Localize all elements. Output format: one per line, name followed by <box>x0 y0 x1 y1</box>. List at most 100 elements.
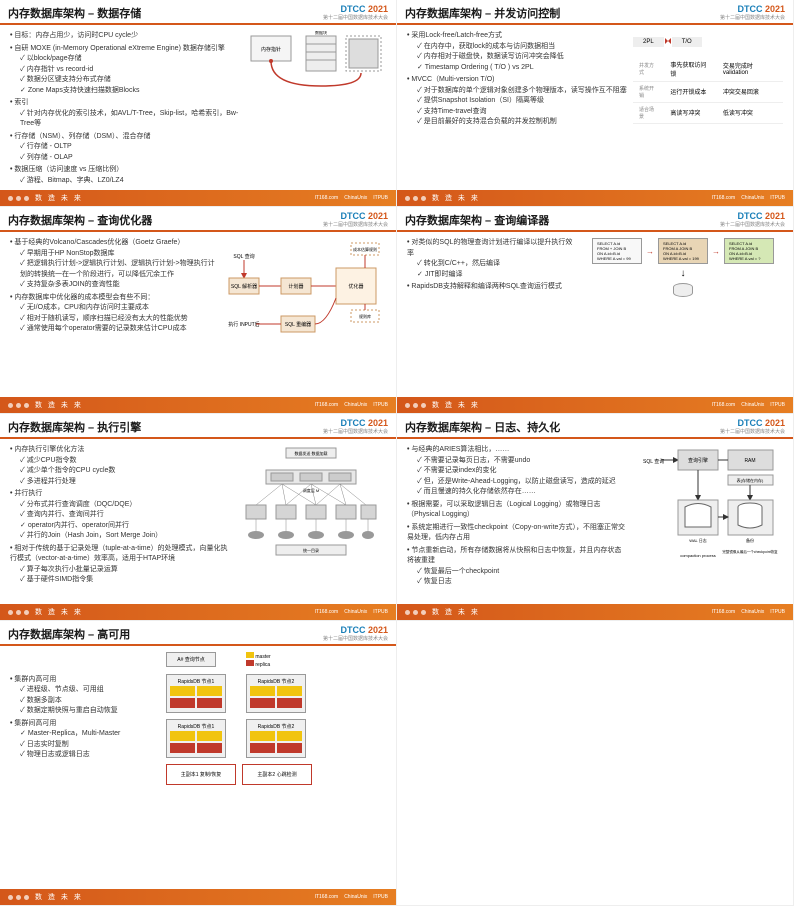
bullet: 自研 MOXE (in-Memory Operational eXtreme E… <box>14 45 224 52</box>
sub-bullet: 日志实时复制 <box>20 740 160 751</box>
svg-text:规则库: 规则库 <box>359 313 371 319</box>
sub-bullet: 支持Time-travel查询 <box>417 107 627 118</box>
sub-bullet: Master-Replica，Multi-Master <box>20 729 160 740</box>
sub-bullet: Timestamp Ordering ( T/O ) vs 2PL <box>417 63 627 74</box>
comparison-table: 并发方式事先获取访问锁交易完成时validation 系统开销运行开锁成本冲突交… <box>633 57 783 124</box>
cell: 冲突交易回滚 <box>717 81 783 102</box>
sub-bullet: JIT即时编译 <box>417 270 577 281</box>
svg-text:调度层 M: 调度层 M <box>303 487 319 493</box>
sub-bullet: 而且慢速的持久化存储依然存在…… <box>417 487 627 498</box>
slide-footer: 数 造 未 来 IT168.comChinaUnixITPUB <box>0 889 396 905</box>
cell: 事先获取访问锁 <box>664 57 717 82</box>
bullet: 数据压缩（访问速度 vs 压缩比例） <box>14 166 123 173</box>
slide-logging: 内存数据库架构 – 日志、持久化 DTCC 2021第十二届中国数据库技术大会 … <box>397 414 794 621</box>
cell: 低读写冲突 <box>717 102 783 123</box>
ha-diagram: A# 查询节点 master replica RapidsDB 节点1 Rapi… <box>166 652 386 785</box>
logo-sub: 第十二届中国数据库技术大会 <box>323 14 388 21</box>
slide-title: 内存数据库架构 – 数据存储 <box>8 5 141 21</box>
cylinder-icon <box>673 283 693 297</box>
execution-diagram: 数据发送 数据加载 调度层 M <box>236 445 386 588</box>
legend-replica: replica <box>255 662 270 668</box>
bullet-list: 集群内高可用 进程级、节点级、可用组 数据多副本 数据定期快照与重启自动恢复 集… <box>10 675 160 763</box>
bullet: 采用Lock-free/Latch-free方式 <box>411 32 502 39</box>
sub-bullet: 数据多副本 <box>20 696 160 707</box>
svg-text:数据发送 数据加载: 数据发送 数据加载 <box>294 450 327 456</box>
svg-text:计划器: 计划器 <box>288 283 303 290</box>
sub-bullet: 通常使用每个operator需要的记录数来估计CPU成本 <box>20 324 220 335</box>
svg-text:查询引擎: 查询引擎 <box>688 457 708 464</box>
slide-title: 内存数据库架构 – 查询编译器 <box>405 212 549 228</box>
sub-bullet: 查询内并行、查询间并行 <box>20 510 230 521</box>
sub-bullet: 把逻辑执行计划->逻辑执行计划、逻辑执行计划->物理执行计划的转换统一在一个阶段… <box>20 259 220 280</box>
brand: ChinaUnix <box>344 195 367 201</box>
sub-bullet: 以block/page存储 <box>20 54 240 65</box>
bullet: MVCC（Multi-version T/O) <box>411 76 494 83</box>
sub-bullet: 列存储 - OLAP <box>20 153 240 164</box>
dtcc-logo: DTCC 2021 第十二届中国数据库技术大会 <box>720 4 785 21</box>
slide-compiler: 内存数据库架构 – 查询编译器 DTCC 2021第十二届中国数据库技术大会 对… <box>397 207 794 414</box>
sub-bullet: 游程、Bitmap、字典、LZ0/LZ4 <box>20 176 240 187</box>
slide-footer: 数 造 未 来 IT168.comChinaUnixITPUB <box>0 604 396 620</box>
logging-diagram: SQL 查询 查询引擎 RAM 表(存储在内存) WAL 日志 备份 <box>633 445 783 590</box>
row-header: 系统开销 <box>633 81 664 102</box>
sub-bullet: 不需要记录每页日志，不需要undo <box>417 456 627 467</box>
svg-text:SQL 解析器: SQL 解析器 <box>231 283 257 290</box>
bullet-list: 对类似的SQL的物理查询计划进行编译以提升执行效率 转化到C/C++，然后编译 … <box>407 238 577 297</box>
sub-bullet: 算子每次执行小批量记录运算 <box>20 565 230 576</box>
slide-concurrency: 内存数据库架构 – 并发访问控制 DTCC 2021 第十二届中国数据库技术大会… <box>397 0 794 207</box>
row-header: 适合场景 <box>633 102 664 123</box>
bullet: 系统定期进行一致性checkpoint（Copy-on-write方式），不阻塞… <box>407 523 627 544</box>
sub-bullet: 转化到C/C++，然后编译 <box>417 259 577 270</box>
compiler-diagram: SELECT A.id FROM + JOIN B ON A.id=B.id W… <box>583 238 783 297</box>
sql-box: SELECT A.id FROM A JOIN B ON A.id=B.id W… <box>724 238 774 264</box>
slide-execution: 内存数据库架构 – 执行引擎 DTCC 2021第十二届中国数据库技术大会 内存… <box>0 414 397 621</box>
pill-to: T/O <box>672 37 702 47</box>
bullet: 内存数据库中优化器的成本模型会有些不同： <box>14 294 154 301</box>
bullet: 内存执行引擎优化方法 <box>14 446 84 453</box>
slide-header: 内存数据库架构 – 查询优化器 DTCC 2021第十二届中国数据库技术大会 <box>0 207 396 232</box>
svg-text:执行 INPUT后: 执行 INPUT后 <box>228 321 259 328</box>
slide-footer: 数 造 未 来 IT168.comChinaUnixITPUB <box>397 604 793 620</box>
slide-footer: 数 造 未 来 IT168.comChinaUnixITPUB <box>397 190 793 206</box>
svg-text:RAM: RAM <box>744 458 755 464</box>
slide-optimizer: 内存数据库架构 – 查询优化器 DTCC 2021第十二届中国数据库技术大会 基… <box>0 207 397 414</box>
slide-title: 内存数据库架构 – 执行引擎 <box>8 419 141 435</box>
row-header: 并发方式 <box>633 57 664 82</box>
slide-title: 内存数据库架构 – 高可用 <box>8 626 130 642</box>
slide-ha: 内存数据库架构 – 高可用 DTCC 2021第十二届中国数据库技术大会 集群内… <box>0 621 794 906</box>
svg-text:表(存储在内存): 表(存储在内存) <box>737 477 764 483</box>
sub-bullet: 早期用于HP NonStop数据库 <box>20 249 220 260</box>
bullet: RapidsDB支持解释和编译两种SQL查询运行模式 <box>407 282 577 293</box>
bullet: 行存储（NSM）、列存储（DSM）、混合存储 <box>14 133 150 140</box>
label: 内存指针 <box>261 46 281 53</box>
bullet: 对类似的SQL的物理查询计划进行编译以提升执行效率 <box>407 239 572 257</box>
sub-bullet: 内存相对于磁盘快，数据读写访问冲突会降低 <box>417 52 627 63</box>
sub-bullet: 针对内存优化的索引技术，如AVL/T-Tree，Skip-list，哈希索引，B… <box>20 109 240 130</box>
sub-bullet: 恢复日志 <box>417 577 627 588</box>
sub-bullet: 但，还是Write-Ahead-Logging，以防止磁盘读写，造成的延迟 <box>417 477 627 488</box>
svg-text:完整镜像从最后一个checkpoint恢复: 完整镜像从最后一个checkpoint恢复 <box>722 549 778 554</box>
slide-header: 内存数据库架构 – 高可用 DTCC 2021第十二届中国数据库技术大会 <box>0 621 396 646</box>
pill-2pl: 2PL <box>633 37 664 47</box>
slide-header: 内存数据库架构 – 执行引擎 DTCC 2021第十二届中国数据库技术大会 <box>0 414 396 439</box>
bullet-list: 目标：内存占用少，访问时CPU cycle少 自研 MOXE (in-Memor… <box>10 31 240 188</box>
svg-text:备份: 备份 <box>746 537 754 543</box>
bullet: 节点重新启动，所有存储数据将从快照和日志中恢复，并且内存状态将被重建 <box>407 547 621 565</box>
bullet-list: 内存执行引擎优化方法 减少CPU指令数 减少单个指令的CPU cycle数 多进… <box>10 445 230 588</box>
sub-bullet: operator内并行、operator间并行 <box>20 521 230 532</box>
concurrency-diagram: 2PL T/O 并发方式事先获取访问锁交易完成时validation 系统开销运… <box>633 31 783 130</box>
slide-title: 内存数据库架构 – 查询优化器 <box>8 212 152 228</box>
cluster-node: RapidsDB 节点2 <box>246 719 306 758</box>
sub-bullet: 分布式并行查询调度（DQC/DQE） <box>20 500 230 511</box>
sub-bullet: 数据定期快照与重启自动恢复 <box>20 706 160 717</box>
replica-box: 主副本1 复制/恢复 <box>166 764 236 785</box>
sub-bullet: 进程级、节点级、可用组 <box>20 685 160 696</box>
sub-bullet: Zone Maps支持快速扫描数据Blocks <box>20 86 240 97</box>
footer-text: 数 造 未 来 <box>35 193 83 203</box>
bullet: 目标：内存占用少，访问时CPU cycle少 <box>10 31 240 42</box>
slide-footer: 数 造 未 来 IT168.comChinaUnixITPUB <box>0 397 396 413</box>
bullet-list: 采用Lock-free/Latch-free方式 在内存中，获取lock的成本与… <box>407 31 627 130</box>
cell: 运行开锁成本 <box>664 81 717 102</box>
sub-bullet: 对于数据库的单个逻辑对象创建多个物理版本，读写操作互不阻塞 <box>417 86 627 97</box>
slide-header: 内存数据库架构 – 数据存储 DTCC 2021 第十二届中国数据库技术大会 <box>0 0 396 25</box>
